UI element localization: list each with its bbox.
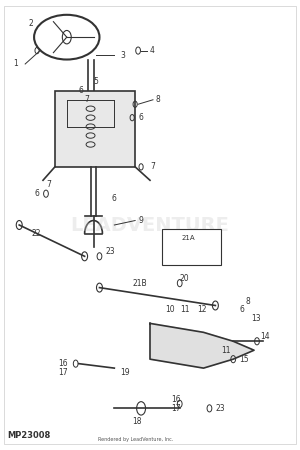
Text: 18: 18	[132, 417, 142, 426]
Text: MP23008: MP23008	[7, 431, 51, 440]
Text: 21B: 21B	[132, 279, 147, 288]
Text: 7: 7	[150, 162, 155, 171]
Text: 20: 20	[180, 274, 189, 283]
Text: 7: 7	[85, 95, 89, 104]
Text: 11: 11	[180, 306, 189, 315]
Text: 13: 13	[251, 315, 261, 324]
Text: 15: 15	[239, 355, 249, 364]
Text: 10: 10	[165, 306, 175, 315]
Text: 14: 14	[260, 332, 270, 341]
Bar	[55, 91, 135, 167]
Text: 3: 3	[120, 50, 125, 59]
Text: 17: 17	[58, 368, 68, 377]
Text: 6: 6	[111, 194, 116, 202]
Text: 6: 6	[138, 113, 143, 122]
Text: 23: 23	[215, 404, 225, 413]
Text: 1: 1	[13, 59, 18, 68]
Text: LEADVENTURE: LEADVENTURE	[70, 216, 230, 234]
Text: 6: 6	[239, 306, 244, 315]
Text: 9: 9	[138, 216, 143, 225]
Text: 23: 23	[105, 248, 115, 256]
Text: 6: 6	[34, 189, 39, 198]
Bar	[162, 230, 221, 265]
Text: 11: 11	[221, 346, 231, 355]
Text: 2: 2	[28, 19, 33, 28]
Text: 6: 6	[79, 86, 83, 95]
Text: 12: 12	[198, 306, 207, 315]
Text: 19: 19	[120, 368, 130, 377]
Text: 22: 22	[31, 230, 40, 238]
Text: 7: 7	[46, 180, 51, 189]
Text: Rendered by LeadVenture, Inc.: Rendered by LeadVenture, Inc.	[98, 437, 173, 442]
Text: 17: 17	[171, 404, 180, 413]
Polygon shape	[150, 324, 254, 368]
Text: 8: 8	[156, 95, 161, 104]
Text: 4: 4	[150, 46, 155, 55]
Text: 8: 8	[245, 297, 250, 306]
Text: 16: 16	[58, 359, 68, 368]
Text: 16: 16	[171, 395, 180, 404]
Text: 21A: 21A	[182, 235, 196, 241]
Text: 5: 5	[94, 77, 98, 86]
